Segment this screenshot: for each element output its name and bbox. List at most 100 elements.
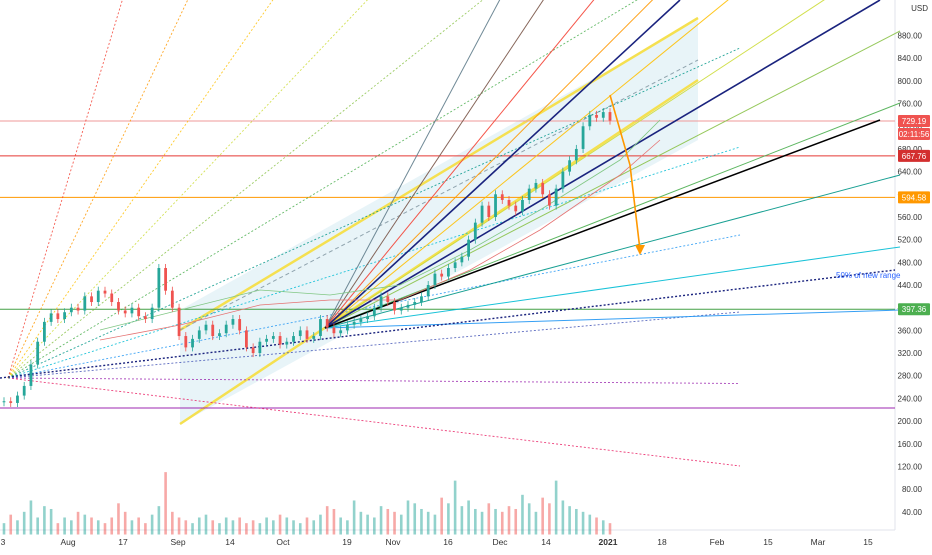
candle-body[interactable] xyxy=(420,296,423,303)
candle-body[interactable] xyxy=(76,307,80,311)
candle-body[interactable] xyxy=(359,319,363,322)
candle-body[interactable] xyxy=(561,171,565,189)
candle-body[interactable] xyxy=(22,385,26,396)
candle-body[interactable] xyxy=(574,148,578,161)
gann-fan-2-line xyxy=(324,0,544,329)
candle-body[interactable] xyxy=(386,296,390,303)
candle-body[interactable] xyxy=(460,256,464,263)
candle-body[interactable] xyxy=(372,307,376,317)
candle-body[interactable] xyxy=(487,205,491,217)
candle-body[interactable] xyxy=(292,336,295,342)
candle-body[interactable] xyxy=(177,307,181,337)
candle-body[interactable] xyxy=(9,401,13,403)
candle-body[interactable] xyxy=(433,273,437,286)
candle-body[interactable] xyxy=(494,194,497,217)
candle-body[interactable] xyxy=(83,296,87,311)
candle-body[interactable] xyxy=(43,321,46,342)
candle-body[interactable] xyxy=(170,290,174,308)
candle-body[interactable] xyxy=(588,114,592,127)
candle-body[interactable] xyxy=(137,307,141,317)
candle-body[interactable] xyxy=(164,268,167,291)
candle-body[interactable] xyxy=(265,338,268,342)
candle-body[interactable] xyxy=(2,401,6,403)
volume-bar xyxy=(413,503,417,535)
candle-body[interactable] xyxy=(258,341,262,354)
x-tick-label: 14 xyxy=(225,537,235,547)
gann-fan-1-line xyxy=(7,0,368,379)
candle-body[interactable] xyxy=(366,316,369,320)
candle-body[interactable] xyxy=(521,199,524,212)
candle-body[interactable] xyxy=(312,336,316,339)
candle-body[interactable] xyxy=(271,336,275,339)
candle-body[interactable] xyxy=(534,182,538,189)
candle-body[interactable] xyxy=(608,112,612,121)
candle-body[interactable] xyxy=(500,194,504,200)
candle-body[interactable] xyxy=(447,268,450,277)
candle-body[interactable] xyxy=(541,182,545,195)
candle-body[interactable] xyxy=(554,188,558,206)
candle-body[interactable] xyxy=(218,333,221,337)
candle-body[interactable] xyxy=(224,324,228,334)
candle-body[interactable] xyxy=(238,319,242,331)
candle-body[interactable] xyxy=(204,324,208,331)
candle-body[interactable] xyxy=(123,310,127,314)
candle-body[interactable] xyxy=(211,324,215,337)
candle-body[interactable] xyxy=(16,395,19,403)
candle-body[interactable] xyxy=(278,336,282,345)
candle-body[interactable] xyxy=(393,302,396,311)
candle-body[interactable] xyxy=(426,285,430,297)
candle-body[interactable] xyxy=(507,199,511,206)
candle-body[interactable] xyxy=(251,347,255,354)
candle-body[interactable] xyxy=(453,262,457,269)
candle-body[interactable] xyxy=(319,319,322,337)
candle-body[interactable] xyxy=(231,319,235,325)
candle-body[interactable] xyxy=(90,296,93,303)
fan-blue-line-2 xyxy=(324,0,681,329)
candle-body[interactable] xyxy=(130,307,134,314)
candle-body[interactable] xyxy=(117,302,120,311)
candle-body[interactable] xyxy=(581,126,585,149)
candle-body[interactable] xyxy=(69,307,73,313)
candle-body[interactable] xyxy=(49,313,53,322)
candle-body[interactable] xyxy=(514,205,518,212)
candle-body[interactable] xyxy=(56,313,60,320)
candle-body[interactable] xyxy=(103,290,107,294)
candle-body[interactable] xyxy=(527,188,531,200)
candle-body[interactable] xyxy=(36,341,40,365)
candle-body[interactable] xyxy=(440,273,444,277)
candle-body[interactable] xyxy=(467,239,470,257)
candle-body[interactable] xyxy=(346,324,349,331)
volume-bar xyxy=(16,520,19,535)
candle-body[interactable] xyxy=(305,330,309,339)
candle-body[interactable] xyxy=(548,194,551,206)
candle-body[interactable] xyxy=(339,330,343,334)
candle-body[interactable] xyxy=(399,307,403,311)
candle-body[interactable] xyxy=(601,112,605,118)
y-tick-label: 840.00 xyxy=(898,54,923,63)
candle-body[interactable] xyxy=(480,205,484,223)
candle-body[interactable] xyxy=(197,330,201,339)
candle-body[interactable] xyxy=(325,319,329,328)
candle-body[interactable] xyxy=(413,302,417,305)
candle-body[interactable] xyxy=(298,330,302,337)
candle-body[interactable] xyxy=(191,338,194,348)
candle-body[interactable] xyxy=(63,312,66,320)
candle-body[interactable] xyxy=(332,327,336,334)
candle-body[interactable] xyxy=(96,290,100,303)
candle-body[interactable] xyxy=(157,268,161,308)
candle-body[interactable] xyxy=(184,336,188,348)
candle-body[interactable] xyxy=(150,307,154,320)
candle-body[interactable] xyxy=(285,341,289,345)
candle-body[interactable] xyxy=(29,364,33,386)
candle-body[interactable] xyxy=(595,114,598,118)
candle-body[interactable] xyxy=(379,296,383,308)
candle-body[interactable] xyxy=(352,321,356,325)
candle-body[interactable] xyxy=(245,330,248,348)
candle-body[interactable] xyxy=(406,304,410,308)
candle-body[interactable] xyxy=(568,160,571,172)
candle-body[interactable] xyxy=(144,316,147,320)
candle-body[interactable] xyxy=(473,222,477,240)
candle-body[interactable] xyxy=(110,293,114,303)
